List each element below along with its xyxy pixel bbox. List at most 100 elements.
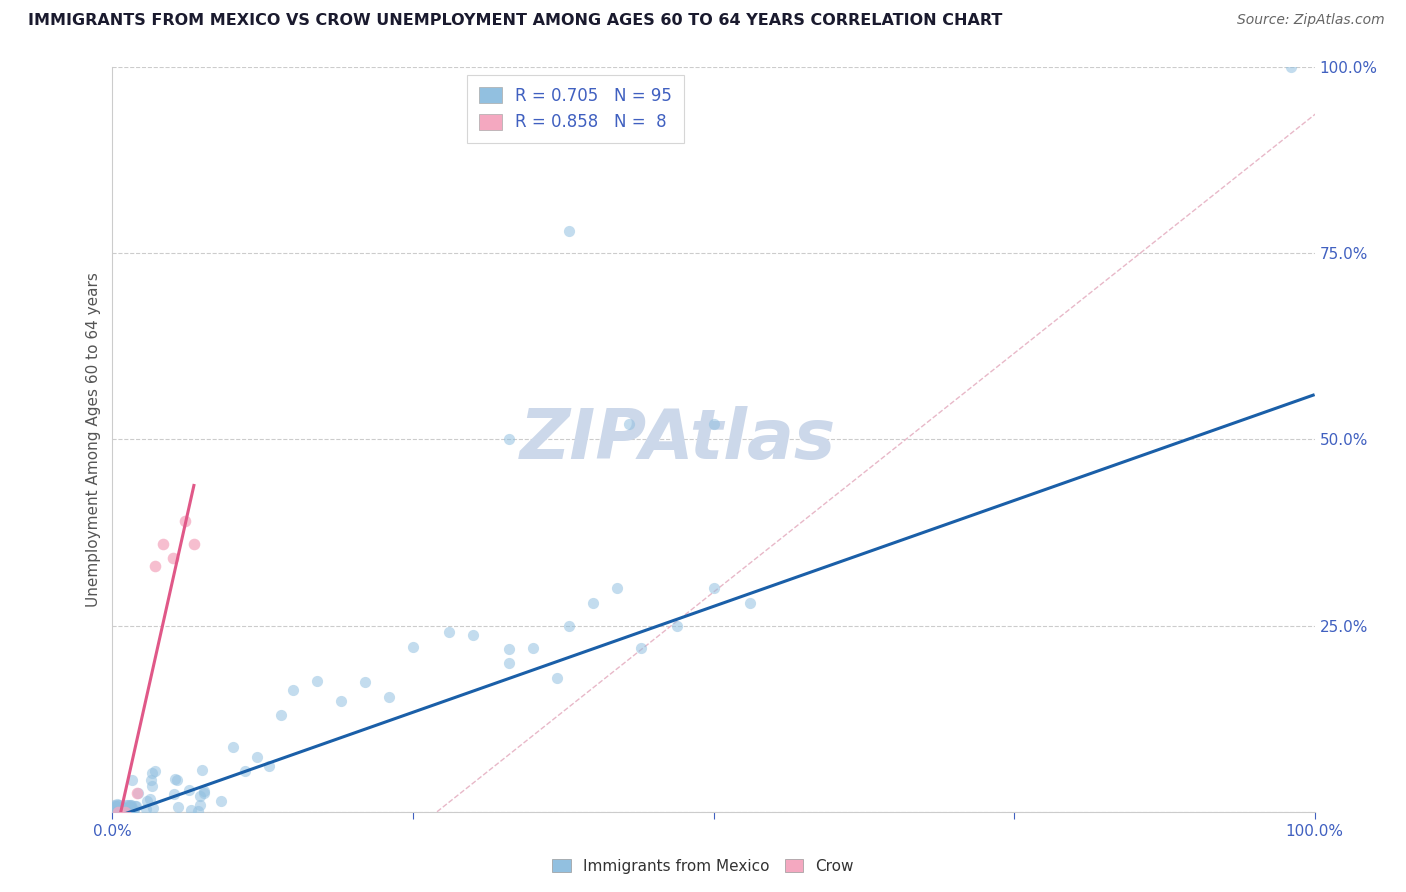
Point [193, 784, 215, 798]
Point [103, 798, 125, 813]
Point [121, 772, 143, 787]
Point [103, 801, 125, 815]
Point [163, 787, 186, 801]
Point [354, 674, 377, 689]
Point [461, 628, 484, 642]
Point [108, 800, 131, 814]
Point [103, 802, 125, 816]
Point [582, 596, 605, 610]
Point [166, 773, 188, 788]
Point [110, 804, 132, 818]
Point [378, 690, 401, 704]
Point [103, 801, 125, 815]
Point [108, 805, 131, 819]
Point [558, 224, 581, 238]
Point [188, 797, 211, 812]
Point [173, 514, 195, 528]
Point [114, 801, 136, 815]
Legend: Immigrants from Mexico, Crow: Immigrants from Mexico, Crow [546, 853, 860, 880]
Point [402, 640, 425, 655]
Point [120, 802, 142, 816]
Text: ZIPAtlas: ZIPAtlas [519, 406, 835, 473]
Point [666, 618, 689, 632]
Point [105, 797, 128, 812]
Text: IMMIGRANTS FROM MEXICO VS CROW UNEMPLOYMENT AMONG AGES 60 TO 64 YEARS CORRELATIO: IMMIGRANTS FROM MEXICO VS CROW UNEMPLOYM… [28, 13, 1002, 29]
Point [619, 417, 641, 432]
Point [124, 798, 146, 813]
Point [118, 799, 141, 814]
Point [139, 791, 162, 805]
Point [142, 801, 165, 815]
Point [257, 758, 280, 772]
Point [152, 536, 174, 550]
Point [118, 802, 141, 816]
Point [107, 805, 129, 819]
Point [222, 739, 245, 754]
Point [111, 803, 134, 817]
Point [122, 803, 145, 817]
Point [183, 536, 205, 550]
Point [107, 797, 129, 812]
Point [108, 801, 131, 815]
Point [139, 773, 162, 788]
Point [167, 800, 190, 814]
Point [606, 582, 628, 596]
Point [187, 804, 209, 818]
Point [141, 766, 163, 780]
Point [498, 641, 520, 656]
Point [112, 799, 135, 814]
Point [125, 786, 148, 800]
Point [115, 804, 138, 818]
Point [305, 674, 328, 689]
Point [114, 803, 136, 817]
Point [281, 683, 304, 698]
Point [111, 800, 134, 814]
Y-axis label: Unemployment Among Ages 60 to 64 years: Unemployment Among Ages 60 to 64 years [86, 272, 101, 607]
Point [246, 750, 269, 764]
Point [111, 804, 134, 818]
Point [270, 708, 292, 723]
Point [121, 803, 143, 817]
Point [110, 801, 132, 815]
Point [180, 804, 202, 818]
Point [105, 798, 128, 813]
Point [105, 801, 128, 815]
Point [233, 764, 256, 778]
Point [209, 794, 232, 808]
Point [630, 640, 652, 655]
Point [120, 798, 142, 813]
Point [108, 801, 131, 815]
Point [1279, 60, 1302, 74]
Point [117, 797, 139, 812]
Point [190, 764, 212, 778]
Point [702, 582, 725, 596]
Point [104, 798, 127, 813]
Text: Source: ZipAtlas.com: Source: ZipAtlas.com [1237, 13, 1385, 28]
Point [103, 803, 125, 817]
Point [143, 764, 166, 778]
Point [120, 797, 142, 812]
Point [125, 798, 148, 813]
Point [117, 803, 139, 817]
Point [437, 625, 460, 640]
Point [135, 802, 157, 816]
Point [112, 801, 135, 815]
Point [522, 640, 544, 655]
Point [103, 802, 125, 816]
Point [127, 786, 149, 800]
Point [111, 805, 134, 819]
Point [329, 693, 352, 707]
Point [143, 558, 166, 573]
Point [136, 794, 159, 808]
Point [114, 797, 136, 812]
Point [110, 802, 132, 816]
Point [193, 786, 215, 800]
Point [118, 802, 141, 816]
Point [177, 783, 200, 797]
Legend: R = 0.705   N = 95, R = 0.858   N =  8: R = 0.705 N = 95, R = 0.858 N = 8 [467, 75, 683, 143]
Point [108, 797, 131, 812]
Point [558, 618, 581, 632]
Point [121, 805, 143, 819]
Point [165, 772, 187, 786]
Point [162, 551, 184, 566]
